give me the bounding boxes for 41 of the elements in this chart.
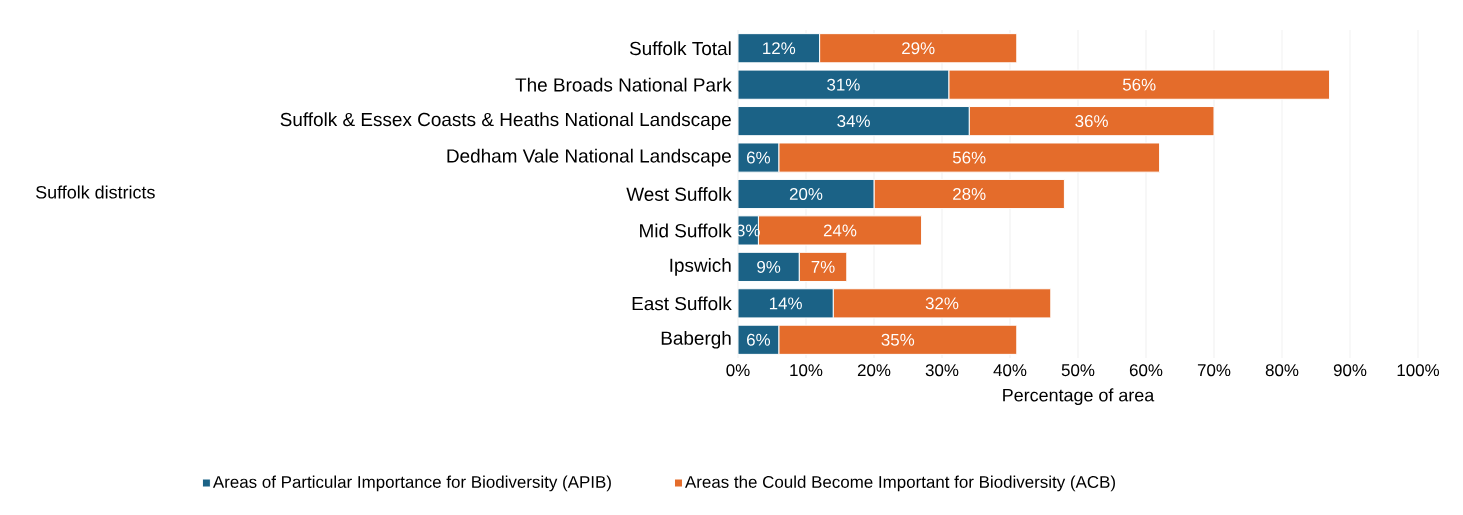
x-tick-label: 20% <box>857 364 891 377</box>
x-tick-label: 100% <box>1397 364 1440 377</box>
data-label: 35% <box>881 333 915 346</box>
y-tick-label: Ipswich <box>670 258 731 276</box>
x-axis-title: Percentage of area <box>1003 388 1155 406</box>
y-tick-label: Suffolk & Essex Coasts & Heaths National Landscape <box>280 112 731 130</box>
x-tick-label: 70% <box>1197 364 1231 377</box>
data-label: 32% <box>925 297 959 310</box>
x-tick-label: 40% <box>993 364 1027 377</box>
data-label: 56% <box>952 151 986 164</box>
data-label: 6% <box>747 333 771 346</box>
x-tick-label: 90% <box>1333 364 1367 377</box>
data-label: 14% <box>769 297 802 310</box>
x-tick-label: 80% <box>1265 364 1299 377</box>
text: Suffolk districts <box>36 185 155 199</box>
data-label: 31% <box>827 78 860 91</box>
y-tick-label: East Suffolk <box>632 296 732 311</box>
y-tick-label: Mid Suffolk <box>640 223 732 238</box>
data-label: 9% <box>757 260 781 273</box>
y-tick-label: Suffolk Total <box>629 41 731 56</box>
legend-label: Areas of Particular Importance for Biodiversity (APIB) <box>212 475 611 492</box>
data-label: 12% <box>763 42 796 55</box>
data-label: 24% <box>823 224 857 237</box>
x-tick-label: 50% <box>1061 364 1095 377</box>
x-tick-label: 60% <box>1129 364 1163 377</box>
data-label: 34% <box>837 115 870 128</box>
data-label: 7% <box>811 260 835 273</box>
x-tick-label: 30% <box>925 364 959 377</box>
data-label: 29% <box>902 42 935 55</box>
data-label: 56% <box>1122 78 1156 91</box>
data-label: 6% <box>747 151 771 164</box>
data-label: 36% <box>1075 115 1108 128</box>
x-tick-label: 0% <box>726 364 750 377</box>
x-tick-label: 10% <box>790 364 823 377</box>
data-label: 20% <box>789 188 823 200</box>
y-tick-label: The Broads National Park <box>515 77 732 92</box>
y-tick-label: Dedham Vale National Landscape <box>447 148 731 167</box>
y-tick-label: Babergh <box>661 330 731 349</box>
y-tick-label: West Suffolk <box>626 187 732 201</box>
legend-label: Areas the Could Become Important for Biodiversity (ACB) <box>685 475 1115 492</box>
data-label: 28% <box>953 188 986 200</box>
